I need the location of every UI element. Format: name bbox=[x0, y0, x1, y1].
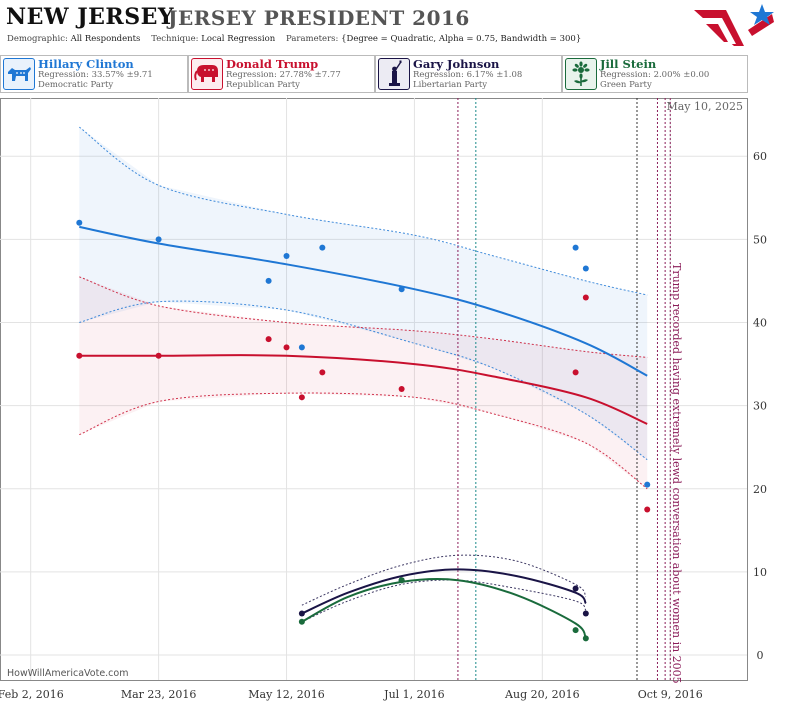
candidate-name: Donald Trump bbox=[226, 57, 319, 71]
y-tick-label: 60 bbox=[753, 150, 767, 163]
x-tick-label: Feb 2, 2016 bbox=[0, 688, 64, 701]
y-tick-label: 50 bbox=[753, 233, 767, 246]
legend-stein[interactable]: Jill Stein Regression: 2.00% ±0.00 Green… bbox=[562, 55, 748, 93]
regression-line bbox=[79, 225, 648, 377]
chart-header: NEW JERSEY JERSEY PRESIDENT 2016 Demogra… bbox=[0, 0, 789, 56]
poll-point bbox=[582, 635, 589, 642]
candidate-party: Republican Party bbox=[226, 80, 300, 90]
poll-point bbox=[572, 627, 579, 634]
event-annotation: Trump recorded having extremely lewd con… bbox=[670, 263, 683, 684]
poll-point bbox=[155, 236, 162, 243]
poll-point bbox=[582, 265, 589, 272]
parameters-label: Parameters: bbox=[286, 34, 339, 44]
poll-point bbox=[319, 369, 326, 376]
confidence-band-edge bbox=[79, 276, 648, 358]
y-tick-label: 40 bbox=[753, 316, 767, 329]
poll-point bbox=[76, 352, 83, 359]
confidence-band-edge bbox=[79, 392, 648, 490]
poll-point bbox=[298, 344, 305, 351]
parameters-value: {Degree = Quadratic, Alpha = 0.75, Bandw… bbox=[341, 34, 582, 44]
y-tick-label: 20 bbox=[753, 483, 767, 496]
poll-point bbox=[398, 386, 405, 392]
regression-chart: 0 10 20 30 40 50 60 Feb 2, 2016 Mar 23, 2016 May … bbox=[0, 98, 767, 701]
poll-point bbox=[76, 219, 83, 226]
candidate-name: Gary Johnson bbox=[413, 57, 500, 71]
candidate-name: Hillary Clinton bbox=[38, 57, 134, 71]
poll-point bbox=[582, 610, 589, 617]
confidence-band-edge bbox=[79, 126, 648, 296]
candidate-legend: Hillary Clinton Regression: 33.57% ±9.71… bbox=[0, 55, 789, 93]
technique-label: Technique: bbox=[151, 34, 199, 44]
legend-clinton[interactable]: Hillary Clinton Regression: 33.57% ±9.71… bbox=[0, 55, 188, 93]
poll-point bbox=[582, 294, 589, 301]
confidence-band bbox=[79, 127, 648, 460]
candidate-party: Democratic Party bbox=[38, 80, 114, 90]
regression-line bbox=[301, 578, 587, 639]
confidence-band-edge bbox=[79, 300, 648, 461]
race-title: JERSEY PRESIDENT 2016 bbox=[168, 6, 470, 30]
watermark: HowWillAmericaVote.com bbox=[7, 668, 129, 679]
confidence-band bbox=[79, 276, 648, 489]
poll-point bbox=[155, 352, 162, 359]
candidate-regression: Regression: 27.78% ±7.77 bbox=[226, 70, 341, 80]
poll-point bbox=[298, 610, 305, 617]
legend-johnson[interactable]: Gary Johnson Regression: 6.17% ±1.08 Lib… bbox=[375, 55, 562, 93]
candidate-regression: Regression: 33.57% ±9.71 bbox=[38, 70, 153, 80]
poll-point bbox=[572, 244, 579, 251]
site-logo-icon bbox=[694, 4, 774, 46]
x-tick-label: May 12, 2016 bbox=[248, 688, 325, 701]
poll-point bbox=[265, 277, 272, 284]
candidate-party: Green Party bbox=[600, 80, 652, 90]
y-tick-label: 10 bbox=[753, 566, 767, 579]
x-tick-label: Aug 20, 2016 bbox=[504, 688, 580, 701]
candidate-party: Libertarian Party bbox=[413, 80, 488, 90]
candidate-regression: Regression: 6.17% ±1.08 bbox=[413, 70, 523, 80]
donkey-icon bbox=[3, 58, 35, 90]
as-of-date: May 10, 2025 bbox=[666, 100, 743, 113]
poll-point bbox=[298, 394, 305, 401]
poll-point bbox=[644, 481, 651, 488]
poll-point bbox=[283, 252, 290, 259]
y-tick-label: 30 bbox=[753, 400, 767, 413]
candidate-regression: Regression: 2.00% ±0.00 bbox=[600, 70, 710, 80]
elephant-icon bbox=[191, 58, 223, 90]
poll-point bbox=[283, 344, 290, 351]
sunflower-icon bbox=[565, 58, 597, 90]
x-tick-label: Mar 23, 2016 bbox=[121, 688, 197, 701]
demographic-value: All Respondents bbox=[70, 34, 141, 44]
poll-point bbox=[319, 244, 326, 251]
demographic-label: Demographic: bbox=[7, 34, 68, 44]
legend-trump[interactable]: Donald Trump Regression: 27.78% ±7.77 Re… bbox=[188, 55, 375, 93]
regression-line bbox=[301, 568, 587, 615]
poll-point bbox=[298, 618, 305, 625]
poll-point bbox=[398, 577, 405, 584]
technique-value: Local Regression bbox=[201, 34, 276, 44]
poll-point bbox=[265, 336, 272, 343]
y-tick-label: 0 bbox=[757, 649, 764, 662]
parameters-line: Demographic: All Respondents Technique: … bbox=[7, 34, 581, 44]
poll-point bbox=[398, 286, 405, 293]
x-tick-label: Oct 9, 2016 bbox=[638, 688, 703, 701]
statue-of-liberty-icon bbox=[378, 58, 410, 90]
candidate-name: Jill Stein bbox=[600, 57, 657, 71]
poll-point bbox=[572, 369, 579, 376]
x-tick-label: Jul 1, 2016 bbox=[383, 688, 445, 701]
state-title: NEW JERSEY bbox=[6, 4, 175, 30]
poll-point bbox=[572, 585, 579, 592]
poll-point bbox=[644, 506, 651, 513]
